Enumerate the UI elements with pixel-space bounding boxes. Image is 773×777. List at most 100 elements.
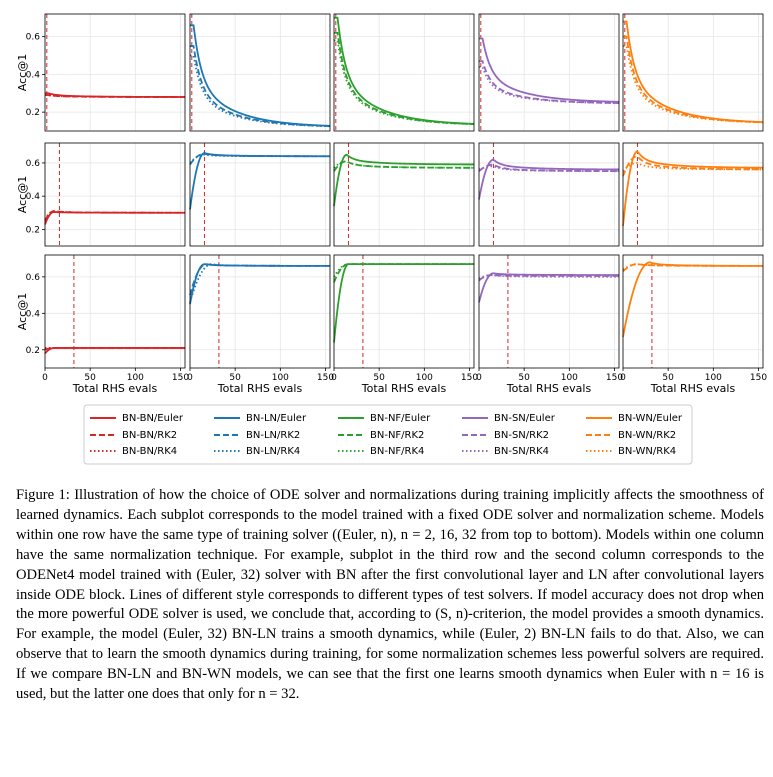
x-tick-label: 150 <box>172 373 189 383</box>
series-rk4 <box>623 45 764 124</box>
series-rk2 <box>622 263 763 273</box>
x-tick-label: 100 <box>416 373 433 383</box>
legend-entry: BN-NF/RK2 <box>338 430 424 441</box>
y-axis-label: Acc@1 <box>16 176 29 213</box>
y-tick-label: 0.6 <box>26 159 41 169</box>
y-tick-label: 0.2 <box>26 108 40 118</box>
series-rk2 <box>479 60 620 104</box>
series-rk4 <box>44 210 185 220</box>
series-rk4 <box>334 39 475 126</box>
series-euler <box>333 153 474 207</box>
x-tick-label: 150 <box>606 373 623 383</box>
axes-frame <box>189 142 331 247</box>
x-axis-label: Total RHS evals <box>361 382 447 395</box>
axes-frame <box>622 13 764 132</box>
series-euler <box>189 152 331 210</box>
y-tick-label: 0.4 <box>26 192 41 202</box>
axes-frame <box>333 13 475 132</box>
series-euler <box>189 263 330 305</box>
series-euler <box>334 16 475 125</box>
series-rk2 <box>623 35 764 124</box>
subplot-r3-c3: 0 50 100 150 Total RHS evals <box>331 254 478 395</box>
series-rk2 <box>190 45 331 128</box>
legend-entry: BN-WN/RK2 <box>586 430 676 441</box>
legend-label: BN-NF/RK2 <box>370 430 424 441</box>
x-tick-label: 100 <box>561 373 578 383</box>
series-rk4 <box>189 263 330 303</box>
subplot-r1-c3 <box>333 13 475 132</box>
axes-frame <box>622 142 764 247</box>
x-tick-label: 50 <box>518 373 530 383</box>
subplot-r1-c4 <box>478 13 620 132</box>
x-tick-label: 150 <box>461 373 478 383</box>
series-rk2 <box>44 347 185 351</box>
series-rk4 <box>333 263 474 278</box>
axes-frame <box>44 13 186 132</box>
axes-frame <box>44 142 186 247</box>
legend-label: BN-WN/RK2 <box>618 430 676 441</box>
series-euler <box>478 158 620 200</box>
series-rk2 <box>45 94 185 98</box>
series-euler <box>622 261 764 338</box>
subplot-r3-c4: 0 50 100 150 Total RHS evals <box>476 254 623 395</box>
axes-frame <box>478 142 620 247</box>
subplot-r1-c1: 0.2 0.4 0.6 Acc@1 <box>16 13 186 132</box>
axes-frame <box>478 13 620 132</box>
y-tick-label: 0.6 <box>26 273 41 283</box>
x-tick-label: 0 <box>42 373 48 383</box>
subplot-r2-c2 <box>189 142 331 247</box>
legend-entry: BN-BN/RK2 <box>90 430 177 441</box>
series-euler <box>190 24 331 127</box>
legend-label: BN-LN/Euler <box>246 413 307 424</box>
legend-label: BN-WN/RK4 <box>618 446 676 457</box>
series-euler <box>333 263 474 343</box>
axes-frame <box>478 254 620 369</box>
legend-label: BN-SN/RK2 <box>494 430 549 441</box>
axes-frame <box>44 254 186 369</box>
legend-label: BN-BN/RK4 <box>122 446 177 457</box>
series-euler <box>622 150 763 227</box>
x-tick-label: 150 <box>750 373 767 383</box>
axes-frame <box>189 13 331 132</box>
y-tick-label: 0.2 <box>26 346 40 356</box>
series-rk2 <box>478 274 619 282</box>
series-rk4 <box>189 153 330 164</box>
series-rk2 <box>334 31 475 125</box>
legend-entry: BN-NF/Euler <box>338 413 431 424</box>
x-tick-label: 0 <box>620 373 626 383</box>
x-tick-label: 50 <box>84 373 96 383</box>
x-tick-label: 0 <box>331 373 337 383</box>
subplot-r3-c5: 0 50 100 150 Total RHS evals <box>620 254 767 395</box>
legend-label: BN-NF/RK4 <box>370 446 424 457</box>
subplot-r2-c4 <box>478 142 620 247</box>
series-euler <box>479 37 620 103</box>
series-rk2 <box>333 263 474 283</box>
legend-entry: BN-BN/Euler <box>90 413 184 424</box>
y-tick-label: 0.6 <box>26 33 41 43</box>
subplot-r1-c2 <box>189 13 331 132</box>
legend-frame <box>83 404 693 465</box>
series-rk4 <box>333 160 474 169</box>
x-tick-label: 100 <box>272 373 289 383</box>
legend-entry: BN-NF/RK4 <box>338 446 424 457</box>
x-axis-label: Total RHS evals <box>72 382 158 395</box>
legend-label: BN-LN/RK2 <box>246 430 300 441</box>
legend: BN-BN/Euler BN-BN/RK2 BN-BN/RK4 BN-LN/Euler… <box>83 404 693 465</box>
series-rk2 <box>478 163 619 173</box>
legend-entry: BN-BN/RK4 <box>90 446 177 457</box>
x-tick-label: 100 <box>705 373 722 383</box>
legend-label: BN-SN/RK4 <box>494 446 549 457</box>
x-tick-label: 50 <box>229 373 241 383</box>
series-rk4 <box>45 94 185 98</box>
axes-frame <box>189 254 331 369</box>
legend-entry: BN-SN/RK4 <box>462 446 549 457</box>
legend-entry: BN-WN/Euler <box>586 413 683 424</box>
axes-frame <box>622 254 764 369</box>
y-tick-label: 0.4 <box>26 309 41 319</box>
x-tick-label: 100 <box>127 373 144 383</box>
legend-label: BN-BN/Euler <box>122 413 184 424</box>
x-tick-label: 0 <box>476 373 482 383</box>
legend-entry: BN-SN/RK2 <box>462 430 549 441</box>
series-rk2 <box>189 263 330 296</box>
x-tick-label: 50 <box>662 373 674 383</box>
